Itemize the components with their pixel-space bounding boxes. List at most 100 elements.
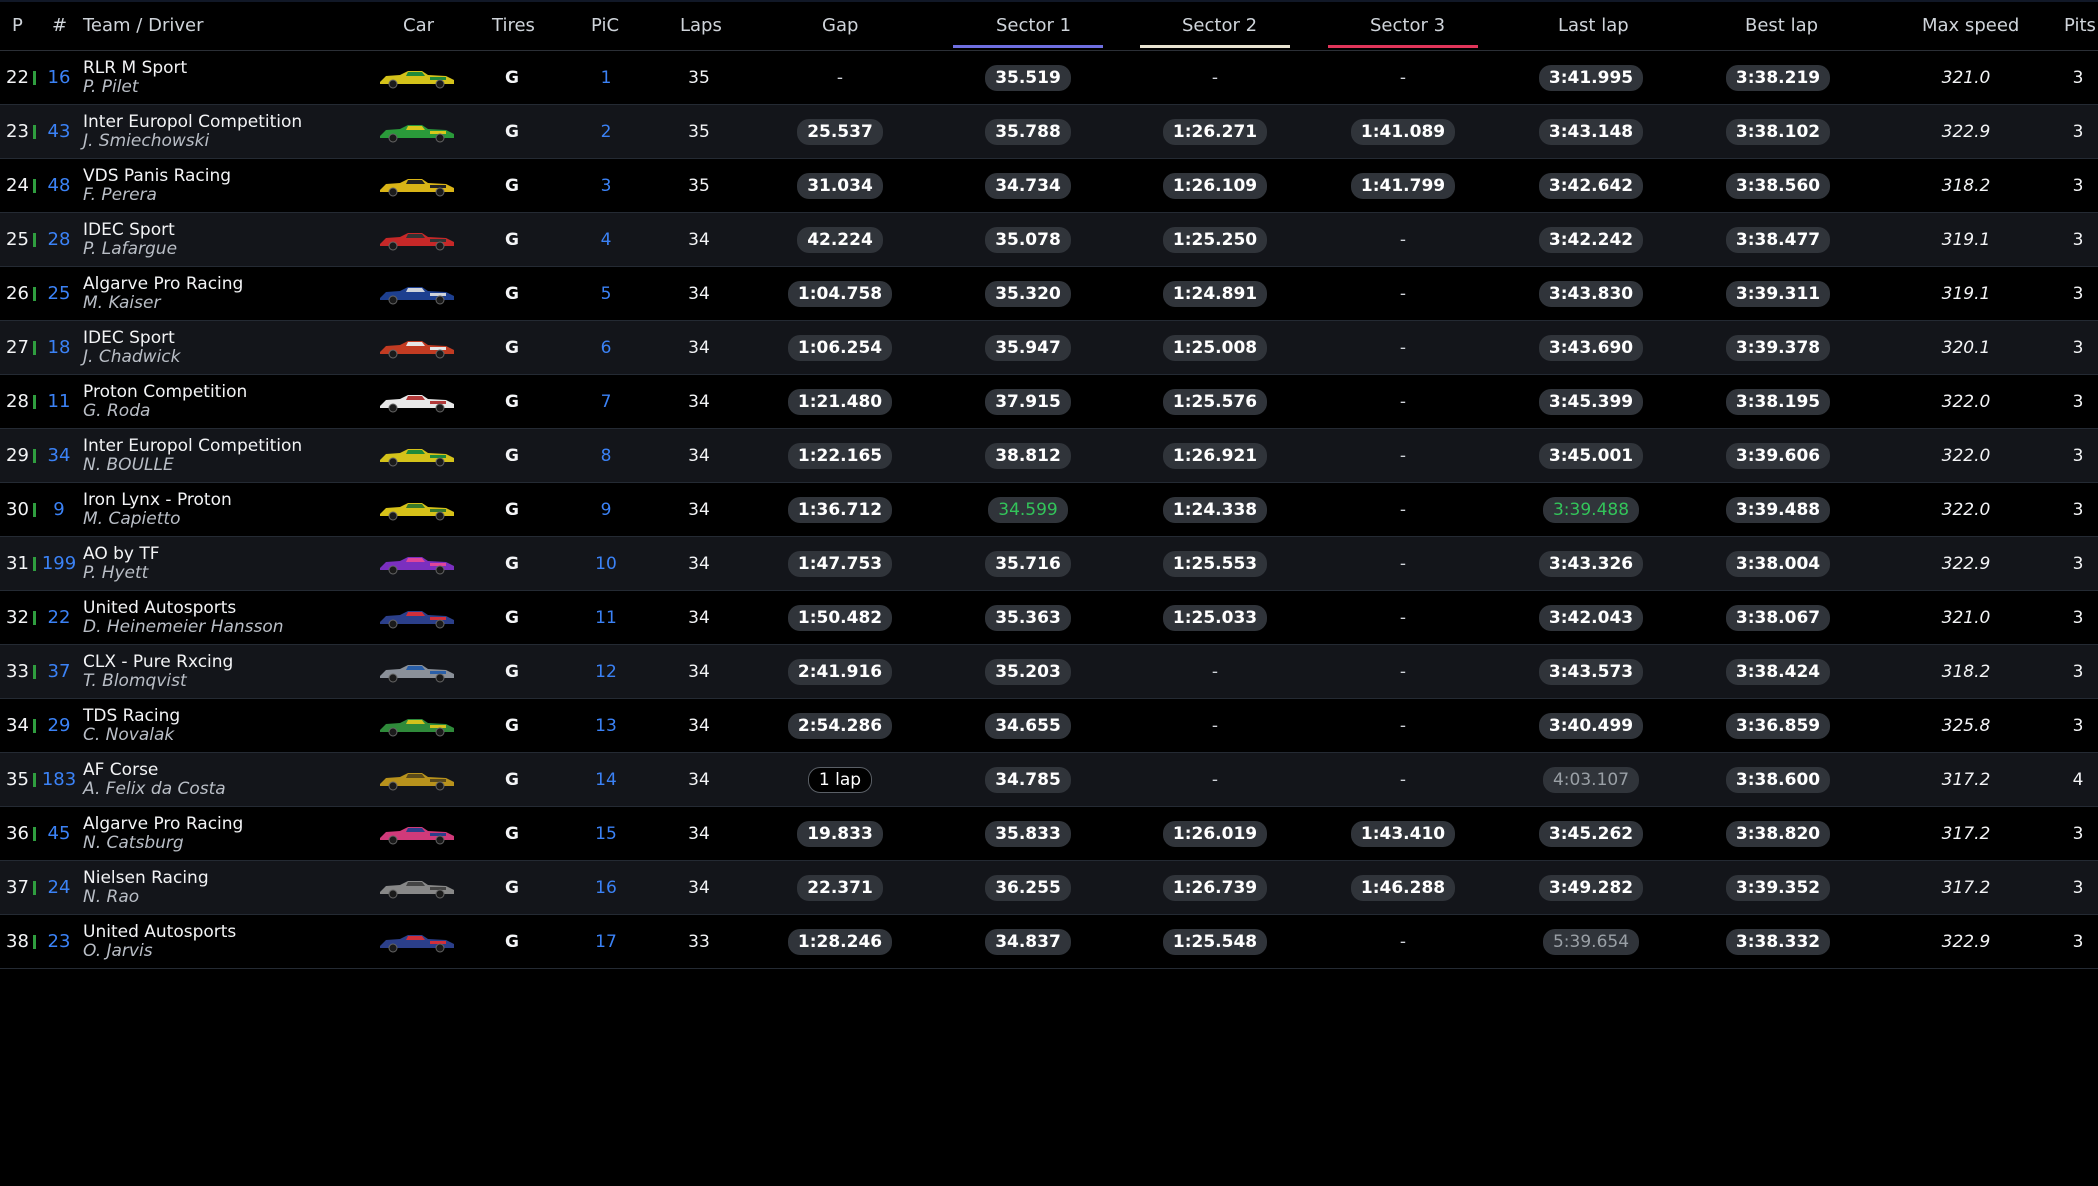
best-lap-cell: 3:38.477 [1718, 213, 1838, 266]
sector-1-cell: 34.734 [968, 159, 1088, 212]
car-number-cell[interactable]: 24 [47, 877, 71, 898]
car-number-cell[interactable]: 9 [53, 499, 65, 520]
team-driver-cell[interactable]: Inter Europol Competition N. BOULLE [83, 429, 373, 482]
car-number-cell[interactable]: 48 [47, 175, 71, 196]
car-number-cell[interactable]: 22 [47, 607, 71, 628]
sector-1-cell: 34.785 [968, 753, 1088, 806]
car-number-cell[interactable]: 43 [47, 121, 71, 142]
team-driver-cell[interactable]: VDS Panis Racing F. Perera [83, 159, 373, 212]
table-row[interactable]: 30 9 Iron Lynx - Proton M. Capietto G 9 … [0, 483, 2098, 537]
header-pic[interactable]: PiC [591, 15, 620, 36]
last-lap-cell: 3:43.326 [1531, 537, 1651, 590]
car-livery-icon [377, 537, 457, 590]
car-number-cell[interactable]: 18 [47, 337, 71, 358]
position-in-class-cell: 5 [600, 283, 612, 304]
header-sector-2[interactable]: Sector 2 [1182, 15, 1258, 36]
car-number-cell[interactable]: 11 [47, 391, 71, 412]
header-tires[interactable]: Tires [492, 15, 535, 36]
max-speed-cell: 317.2 [1941, 877, 1991, 898]
table-row[interactable]: 25 28 IDEC Sport P. Lafargue G 4 34 42.2… [0, 213, 2098, 267]
team-name: CLX - Pure Rxcing [83, 651, 234, 672]
team-driver-cell[interactable]: CLX - Pure Rxcing T. Blomqvist [83, 645, 373, 698]
car-number-cell[interactable]: 183 [41, 769, 77, 790]
car-number-cell[interactable]: 23 [47, 931, 71, 952]
header-car-number[interactable]: # [52, 15, 68, 36]
car-number-cell[interactable]: 28 [47, 229, 71, 250]
team-driver-cell[interactable]: AF Corse A. Felix da Costa [83, 753, 373, 806]
team-driver-cell[interactable]: IDEC Sport J. Chadwick [83, 321, 373, 374]
laps-cell: 33 [688, 931, 710, 952]
team-driver-cell[interactable]: Iron Lynx - Proton M. Capietto [83, 483, 373, 536]
header-last-lap[interactable]: Last lap [1558, 15, 1629, 36]
car-number-cell[interactable]: 16 [47, 67, 71, 88]
header-position[interactable]: P [12, 15, 23, 36]
car-number-cell[interactable]: 45 [47, 823, 71, 844]
header-car[interactable]: Car [403, 15, 434, 36]
table-row[interactable]: 24 48 VDS Panis Racing F. Perera G 3 35 … [0, 159, 2098, 213]
table-row[interactable]: 23 43 Inter Europol Competition J. Smiec… [0, 105, 2098, 159]
team-driver-cell[interactable]: United Autosports O. Jarvis [83, 915, 373, 968]
sector-2-cell: 1:26.019 [1155, 807, 1275, 860]
team-driver-cell[interactable]: United Autosports D. Heinemeier Hansson [83, 591, 373, 644]
max-speed-cell: 319.1 [1941, 229, 1991, 250]
header-team-driver[interactable]: Team / Driver [83, 15, 204, 36]
table-row[interactable]: 22 16 RLR M Sport P. Pilet G 1 35 - 35.5… [0, 51, 2098, 105]
car-number-cell[interactable]: 199 [41, 553, 77, 574]
driver-name: M. Capietto [83, 508, 181, 529]
header-pits[interactable]: Pits [2064, 15, 2096, 36]
header-best-lap[interactable]: Best lap [1745, 15, 1819, 36]
sector-3-cell: 1:46.288 [1343, 861, 1463, 914]
team-driver-cell[interactable]: RLR M Sport P. Pilet [83, 51, 373, 104]
table-row[interactable]: 35 183 AF Corse A. Felix da Costa G 14 3… [0, 753, 2098, 807]
position-in-class-cell: 12 [595, 661, 617, 682]
pits-cell: 3 [2072, 67, 2084, 88]
best-lap-cell: 3:38.102 [1718, 105, 1838, 158]
last-lap-cell: 3:43.148 [1531, 105, 1651, 158]
team-driver-cell[interactable]: Proton Competition G. Roda [83, 375, 373, 428]
header-max-speed[interactable]: Max speed [1922, 15, 2020, 36]
car-livery-icon [377, 267, 457, 320]
table-row[interactable]: 37 24 Nielsen Racing N. Rao G 16 34 22.3… [0, 861, 2098, 915]
class-indicator-bar [33, 179, 36, 193]
best-lap-cell: 3:38.600 [1718, 753, 1838, 806]
table-row[interactable]: 33 37 CLX - Pure Rxcing T. Blomqvist G 1… [0, 645, 2098, 699]
gap-cell: 1:50.482 [780, 591, 900, 644]
table-row[interactable]: 28 11 Proton Competition G. Roda G 7 34 … [0, 375, 2098, 429]
car-number-cell[interactable]: 34 [47, 445, 71, 466]
class-indicator-bar [33, 71, 36, 85]
max-speed-cell: 322.0 [1941, 391, 1991, 412]
table-row[interactable]: 36 45 Algarve Pro Racing N. Catsburg G 1… [0, 807, 2098, 861]
header-sector-3[interactable]: Sector 3 [1370, 15, 1446, 36]
team-driver-cell[interactable]: Nielsen Racing N. Rao [83, 861, 373, 914]
best-lap-cell: 3:36.859 [1718, 699, 1838, 752]
table-row[interactable]: 32 22 United Autosports D. Heinemeier Ha… [0, 591, 2098, 645]
table-row[interactable]: 26 25 Algarve Pro Racing M. Kaiser G 5 3… [0, 267, 2098, 321]
max-speed-cell: 320.1 [1941, 337, 1991, 358]
header-sector-1[interactable]: Sector 1 [996, 15, 1072, 36]
car-number-cell[interactable]: 37 [47, 661, 71, 682]
table-row[interactable]: 38 23 United Autosports O. Jarvis G 17 3… [0, 915, 2098, 969]
class-indicator-bar [33, 341, 36, 355]
sector-3-cell: - [1399, 769, 1407, 790]
header-gap[interactable]: Gap [822, 15, 859, 36]
team-driver-cell[interactable]: Inter Europol Competition J. Smiechowski [83, 105, 373, 158]
team-name: IDEC Sport [83, 219, 175, 240]
driver-name: J. Chadwick [83, 346, 181, 367]
team-driver-cell[interactable]: IDEC Sport P. Lafargue [83, 213, 373, 266]
car-livery-icon [377, 699, 457, 752]
car-number-cell[interactable]: 25 [47, 283, 71, 304]
header-laps[interactable]: Laps [680, 15, 722, 36]
car-number-cell[interactable]: 29 [47, 715, 71, 736]
team-driver-cell[interactable]: Algarve Pro Racing N. Catsburg [83, 807, 373, 860]
gap-cell: 19.833 [780, 807, 900, 860]
team-driver-cell[interactable]: Algarve Pro Racing M. Kaiser [83, 267, 373, 320]
driver-name: F. Perera [83, 184, 157, 205]
table-row[interactable]: 31 199 AO by TF P. Hyett G 10 34 1:47.75… [0, 537, 2098, 591]
team-driver-cell[interactable]: AO by TF P. Hyett [83, 537, 373, 590]
team-driver-cell[interactable]: TDS Racing C. Novalak [83, 699, 373, 752]
table-row[interactable]: 27 18 IDEC Sport J. Chadwick G 6 34 1:06… [0, 321, 2098, 375]
table-row[interactable]: 29 34 Inter Europol Competition N. BOULL… [0, 429, 2098, 483]
position-in-class-cell: 4 [600, 229, 612, 250]
driver-name: M. Kaiser [83, 292, 161, 313]
table-row[interactable]: 34 29 TDS Racing C. Novalak G 13 34 2:54… [0, 699, 2098, 753]
